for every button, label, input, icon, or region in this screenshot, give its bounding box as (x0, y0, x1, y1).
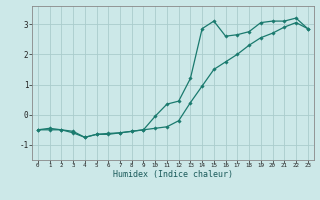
X-axis label: Humidex (Indice chaleur): Humidex (Indice chaleur) (113, 170, 233, 179)
